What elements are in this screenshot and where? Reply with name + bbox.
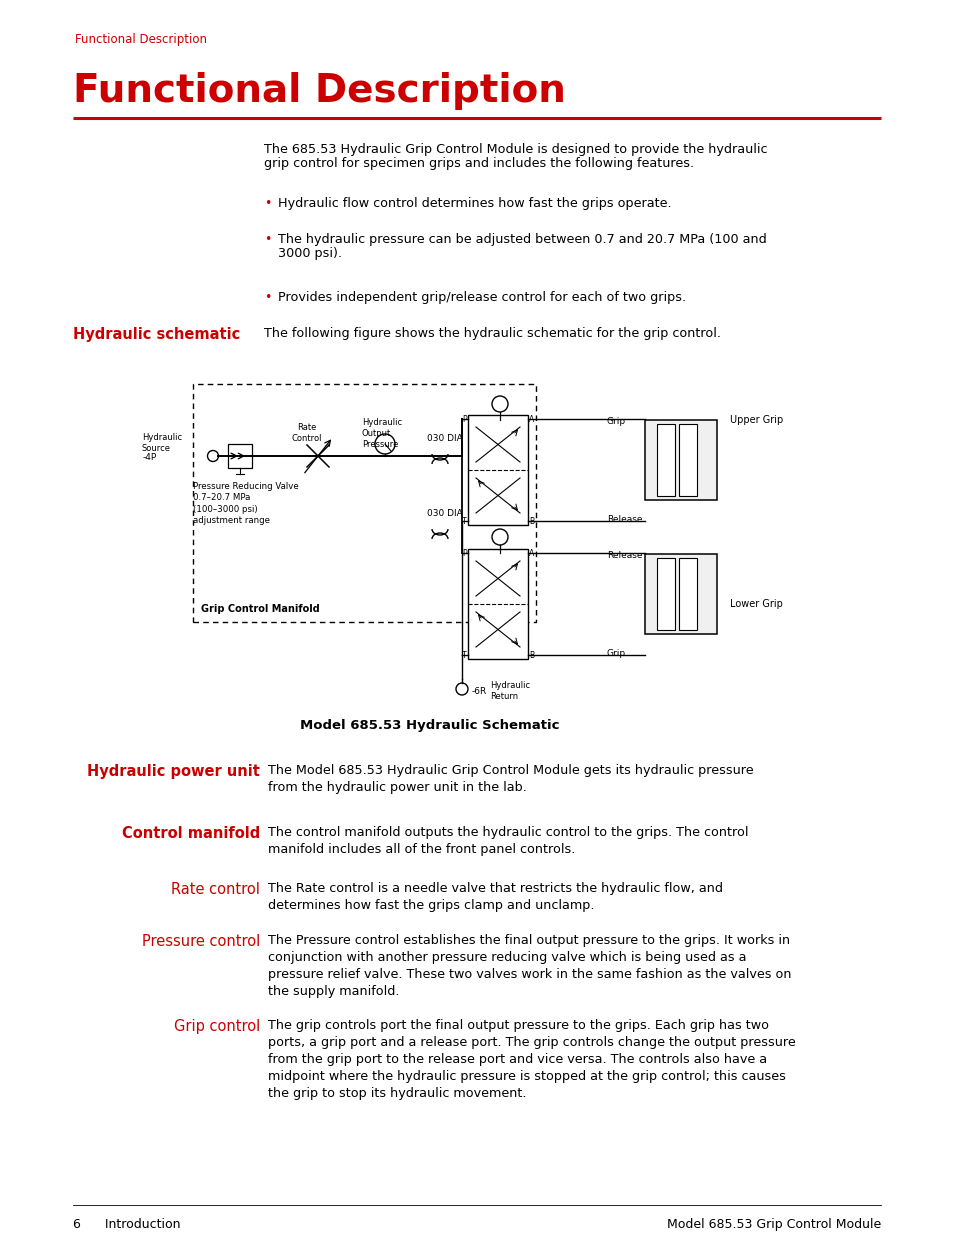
Text: Release: Release bbox=[606, 551, 641, 559]
Bar bbox=[468, 550, 527, 659]
Text: Grip Control Manifold: Grip Control Manifold bbox=[201, 604, 319, 614]
Text: Grip control: Grip control bbox=[173, 1019, 260, 1034]
Bar bbox=[644, 420, 717, 500]
Text: Hydraulic flow control determines how fast the grips operate.: Hydraulic flow control determines how fa… bbox=[277, 198, 671, 210]
Text: A: A bbox=[529, 415, 534, 424]
Text: The hydraulic pressure can be adjusted between 0.7 and 20.7 MPa (100 and: The hydraulic pressure can be adjusted b… bbox=[277, 233, 766, 246]
Text: Grip: Grip bbox=[606, 416, 625, 426]
Text: 030 DIA: 030 DIA bbox=[427, 433, 462, 443]
Text: Lower Grip: Lower Grip bbox=[729, 599, 782, 609]
Text: Hydraulic
Output
Pressure: Hydraulic Output Pressure bbox=[361, 417, 402, 450]
Text: Pressure control: Pressure control bbox=[142, 934, 260, 948]
Bar bbox=[228, 445, 252, 468]
Text: Model 685.53 Hydraulic Schematic: Model 685.53 Hydraulic Schematic bbox=[300, 719, 559, 732]
Text: -6R: -6R bbox=[472, 687, 487, 695]
Text: The Model 685.53 Hydraulic Grip Control Module gets its hydraulic pressure
from : The Model 685.53 Hydraulic Grip Control … bbox=[268, 764, 753, 794]
Text: Provides independent grip/release control for each of two grips.: Provides independent grip/release contro… bbox=[277, 291, 685, 304]
Text: Functional Description: Functional Description bbox=[73, 72, 565, 110]
Text: -4P: -4P bbox=[143, 452, 157, 462]
Text: Hydraulic power unit: Hydraulic power unit bbox=[87, 764, 260, 779]
Text: Model 685.53 Grip Control Module: Model 685.53 Grip Control Module bbox=[666, 1218, 880, 1231]
Text: The Pressure control establishes the final output pressure to the grips. It work: The Pressure control establishes the fin… bbox=[268, 934, 791, 998]
Text: Functional Description: Functional Description bbox=[75, 33, 207, 46]
Text: 6      Introduction: 6 Introduction bbox=[73, 1218, 180, 1231]
Text: The 685.53 Hydraulic Grip Control Module is designed to provide the hydraulic: The 685.53 Hydraulic Grip Control Module… bbox=[264, 143, 767, 156]
Bar bbox=[679, 424, 697, 496]
Text: B: B bbox=[529, 651, 534, 659]
Text: The control manifold outputs the hydraulic control to the grips. The control
man: The control manifold outputs the hydraul… bbox=[268, 826, 748, 856]
Bar bbox=[468, 415, 527, 525]
Bar bbox=[679, 558, 697, 630]
Text: Pressure Reducing Valve
0.7–20.7 MPa
(100–3000 psi)
adjustment range: Pressure Reducing Valve 0.7–20.7 MPa (10… bbox=[193, 482, 298, 525]
Text: B: B bbox=[529, 516, 534, 526]
Text: The Rate control is a needle valve that restricts the hydraulic flow, and
determ: The Rate control is a needle valve that … bbox=[268, 882, 722, 911]
Text: •: • bbox=[264, 291, 271, 304]
Text: Hydraulic
Return: Hydraulic Return bbox=[490, 680, 530, 701]
Text: Control manifold: Control manifold bbox=[122, 826, 260, 841]
Bar bbox=[657, 558, 675, 630]
Text: grip control for specimen grips and includes the following features.: grip control for specimen grips and incl… bbox=[264, 157, 694, 170]
Text: A: A bbox=[529, 548, 534, 557]
Text: Hydraulic
Source: Hydraulic Source bbox=[142, 433, 182, 453]
Text: •: • bbox=[264, 233, 271, 246]
Text: P: P bbox=[462, 548, 467, 557]
Text: Rate control: Rate control bbox=[171, 882, 260, 897]
Text: Hydraulic schematic: Hydraulic schematic bbox=[73, 327, 240, 342]
Text: T: T bbox=[462, 516, 467, 526]
Bar bbox=[644, 555, 717, 634]
Text: Grip: Grip bbox=[606, 648, 625, 657]
Text: •: • bbox=[264, 198, 271, 210]
Text: 030 DIA: 030 DIA bbox=[427, 509, 462, 517]
Text: The grip controls port the final output pressure to the grips. Each grip has two: The grip controls port the final output … bbox=[268, 1019, 795, 1100]
Bar bbox=[193, 384, 536, 622]
Bar bbox=[657, 424, 675, 496]
Text: 3000 psi).: 3000 psi). bbox=[277, 247, 341, 261]
Text: The following figure shows the hydraulic schematic for the grip control.: The following figure shows the hydraulic… bbox=[264, 327, 720, 340]
Text: Upper Grip: Upper Grip bbox=[729, 415, 782, 425]
Text: Rate
Control: Rate Control bbox=[292, 424, 322, 443]
Text: Release: Release bbox=[606, 515, 641, 524]
Text: T: T bbox=[462, 651, 467, 659]
Text: P: P bbox=[462, 415, 467, 424]
